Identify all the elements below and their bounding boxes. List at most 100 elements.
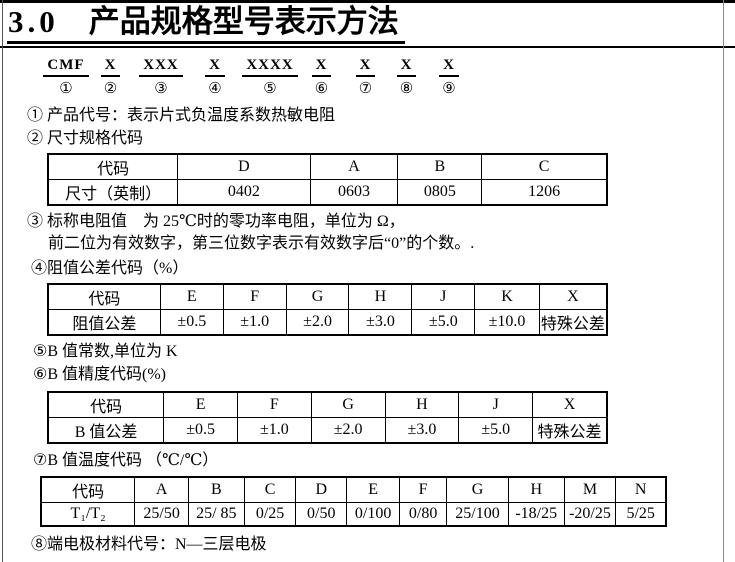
table-row: B 值公差 ±0.5 ±1.0 ±2.0 ±3.0 ±5.0 特殊公差: [47, 416, 608, 444]
table-cell: M: [563, 476, 617, 503]
table-cell: 阻值公差: [47, 308, 161, 336]
section-number: 3.0: [8, 4, 59, 39]
table-cell: 代码: [47, 153, 179, 180]
resistance-tolerance-table: 代码 E F G H J K X 阻值公差 ±0.5 ±1.0 ±2.0 ±3.0 ±5.0 ±10.0 特殊…: [47, 282, 608, 336]
table-cell: 0/25: [243, 501, 297, 527]
table-cell: H: [384, 391, 460, 418]
model-code-format-row: CMF ① X ② XXX ③ X ④ XXXX ⑤ X ⑥ X ⑦ X ⑧ X ⑨: [43, 57, 735, 98]
table-cell: D: [177, 153, 311, 180]
note-electrode-material: ⑧端电极材料代号：N—三层电极: [31, 535, 267, 553]
note-r-tolerance-code: ④阻值公差代码（%）: [31, 259, 189, 277]
table-cell: G: [446, 476, 509, 503]
table-cell: J: [411, 283, 476, 310]
code-segment-text: X: [355, 57, 376, 77]
circled-number: ⑦: [358, 80, 373, 97]
table-cell: A: [309, 153, 399, 180]
table-cell: H: [348, 283, 413, 310]
table-cell: A: [134, 476, 189, 503]
table-cell: 0/100: [346, 501, 401, 527]
code-segment-text: CMF: [43, 57, 89, 77]
title-divider-line: [0, 45, 735, 48]
note-product-code: ① 产品代号：表示片式负温度系数热敏电阻: [27, 106, 336, 124]
circled-number: ⑥: [314, 80, 329, 97]
code-segment-text: X: [439, 57, 459, 77]
circled-number: ④: [208, 80, 222, 97]
table-cell: 5/25: [615, 501, 667, 527]
table-cell: ±0.5: [159, 308, 224, 336]
table-row: 代码 E F G H J K X: [47, 283, 608, 310]
table-cell: E: [163, 391, 238, 418]
table-cell: 25/50: [134, 501, 189, 527]
note-b-constant: ⑤B 值常数,单位为 K: [33, 342, 178, 360]
table-cell: ±0.5: [163, 416, 238, 444]
table-row: 代码 E F G H J X: [47, 391, 608, 418]
code-segment: XXX ③: [134, 57, 188, 98]
table-cell: K: [474, 283, 540, 310]
right-border-line: [723, 0, 724, 562]
table-cell: ±3.0: [348, 308, 413, 336]
top-border-line: [0, 0, 735, 3]
table-row: 阻值公差 ±0.5 ±1.0 ±2.0 ±3.0 ±5.0 ±10.0 特殊公差: [47, 308, 608, 336]
table-cell: E: [159, 283, 224, 310]
table-cell: N: [615, 476, 667, 503]
section-title-text: 产品规格型号表示方法: [88, 4, 399, 39]
table-cell: 0603: [309, 178, 399, 206]
table-cell: X: [532, 391, 608, 418]
size-code-table: 代码 D A B C 尺寸（英制） 0402 0603 0805 1206: [47, 152, 608, 206]
table-cell: ±10.0: [474, 308, 540, 336]
table-cell: 代码: [47, 391, 165, 418]
table-cell: F: [399, 476, 448, 503]
circled-number: ③: [154, 80, 168, 97]
table-cell: ±2.0: [285, 308, 350, 336]
table-cell: ±1.0: [236, 416, 312, 444]
circled-number: ⑧: [399, 80, 414, 97]
circled-number: ②: [103, 80, 118, 97]
table-cell: 代码: [47, 283, 161, 310]
note-size-code: ② 尺寸规格代码: [27, 129, 144, 147]
table-cell: C: [481, 153, 608, 180]
table-cell: 1206: [481, 178, 608, 206]
table-cell: 0805: [397, 178, 483, 206]
note-resistance-value-1: ③ 标称电阻值 为 25℃时的零功率电阻，单位为 Ω，: [27, 212, 405, 230]
table-cell: G: [310, 391, 386, 418]
table-cell: B: [397, 153, 483, 180]
circled-number: ⑨: [442, 80, 456, 97]
left-border-line: [2, 0, 3, 562]
table-cell: T₁/T₂: [40, 501, 136, 527]
table-cell: ±1.0: [222, 308, 287, 336]
table-row: 代码 A B C D E F G H M N: [40, 476, 667, 503]
code-segment-text: XXX: [139, 57, 183, 77]
table-cell: B 值公差: [47, 416, 165, 444]
table-row: 尺寸（英制） 0402 0603 0805 1206: [47, 178, 608, 206]
table-cell: 0/50: [295, 501, 348, 527]
code-segment-text: X: [396, 57, 417, 77]
table-cell: 0/80: [399, 501, 448, 527]
table-cell: C: [243, 476, 297, 503]
table-cell: 0402: [177, 178, 311, 206]
table-row: T₁/T₂ 25/50 25/ 85 0/25 0/50 0/100 0/80 25/100-…: [40, 501, 667, 527]
circled-number: ①: [59, 80, 73, 97]
table-cell: ±5.0: [411, 308, 476, 336]
table-cell: B: [188, 476, 245, 503]
table-row: 代码 D A B C: [47, 153, 608, 180]
table-cell: X: [538, 283, 608, 310]
code-segment-text: X: [100, 57, 121, 77]
code-segment-text: XXXX: [242, 57, 298, 77]
b-value-tolerance-table: 代码 E F G H J X B 值公差 ±0.5 ±1.0 ±2.0 ±3.0 ±5.0 特殊公差: [47, 390, 608, 444]
table-cell: G: [285, 283, 350, 310]
note-b-precision-code: ⑥B 值精度代码(%): [33, 365, 167, 383]
page-title: 3.0 产品规格型号表示方法: [7, 4, 405, 44]
table-cell: H: [507, 476, 565, 503]
table-cell: 25/100: [446, 501, 509, 527]
table-cell: ±2.0: [310, 416, 386, 444]
note-resistance-value-2: 前二位为有效数字，第三位数字表示有效数字后“0”的个数。.: [48, 234, 475, 252]
code-segment: XXXX ⑤: [242, 57, 298, 98]
note-b-temp-code: ⑦B 值温度代码 （℃/℃）: [33, 451, 219, 469]
table-cell: F: [236, 391, 312, 418]
